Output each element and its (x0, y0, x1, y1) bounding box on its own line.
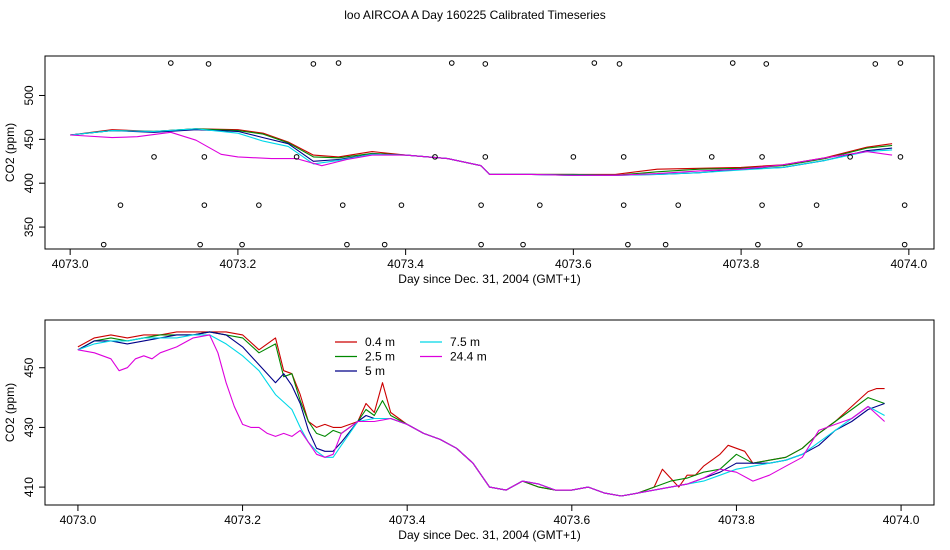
data-point (482, 61, 489, 67)
bottom-panel: 4073.0 4073.2 4073.4 4073.6 4073.8 4074.0 410 4… (3, 319, 935, 542)
y-axis-label: CO2 (ppm) (3, 383, 17, 442)
chart-title: loo AIRCOA A Day 160225 Calibrated Times… (344, 8, 606, 22)
data-point (570, 154, 577, 160)
data-point (620, 154, 627, 160)
data-point (616, 61, 623, 67)
legend-label: 0.4 m (365, 335, 395, 349)
top-panel: 4073.0 4073.2 4073.4 4073.6 4073.8 4074.0 350 4… (3, 55, 935, 286)
y-tick-label: 410 (22, 477, 36, 497)
x-tick-label: 4073.2 (220, 257, 257, 271)
legend-label: 7.5 m (450, 335, 480, 349)
series-line-7-5-m (70, 128, 893, 176)
series-group (77, 331, 885, 497)
data-point (335, 60, 342, 66)
series-group (70, 60, 908, 248)
data-point (847, 154, 853, 160)
data-point (872, 61, 879, 67)
x-tick-label: 4073.8 (718, 513, 755, 527)
x-tick-label: 4073.0 (60, 513, 97, 527)
data-point (197, 241, 203, 248)
data-point (625, 241, 631, 248)
data-point (201, 154, 208, 160)
x-tick-label: 4073.6 (553, 513, 590, 527)
x-tick-label: 4073.8 (723, 257, 760, 271)
data-point (432, 154, 438, 160)
data-point (763, 61, 770, 67)
data-point (151, 154, 157, 160)
data-point (759, 202, 765, 208)
data-point (310, 61, 317, 67)
data-point (256, 202, 262, 208)
data-point (239, 241, 245, 248)
y-tick-label: 500 (22, 85, 36, 105)
data-point (520, 241, 526, 248)
y-tick-label: 430 (22, 417, 36, 437)
series-line-24-4-m (70, 131, 893, 176)
plot-frame (44, 319, 935, 506)
x-tick-label: 4073.6 (555, 257, 592, 271)
x-axis-label: Day since Dec. 31, 2004 (GMT+1) (398, 272, 580, 286)
data-point (797, 241, 803, 248)
data-point (482, 154, 489, 160)
y-tick-label: 400 (22, 173, 36, 193)
y-axis-label: CO2 (ppm) (3, 123, 17, 182)
data-point (759, 154, 765, 160)
data-point (729, 60, 736, 66)
data-point (205, 61, 212, 67)
data-point (901, 202, 908, 208)
data-point (100, 241, 107, 248)
plot-frame (44, 55, 935, 250)
data-point (339, 202, 346, 208)
data-point (591, 60, 598, 66)
data-point (901, 241, 908, 248)
data-point (708, 154, 715, 160)
data-point (662, 241, 669, 248)
x-tick-label: 4074.0 (883, 513, 920, 527)
data-point (620, 202, 627, 208)
data-point (897, 60, 904, 66)
data-point (478, 241, 484, 248)
data-point (755, 241, 761, 248)
data-point (448, 60, 455, 66)
series-line-24-4-m (77, 334, 885, 497)
data-point (293, 154, 300, 160)
y-tick-label: 450 (22, 357, 36, 377)
data-point (813, 202, 820, 208)
data-point (201, 202, 208, 208)
legend-label: 5 m (365, 364, 385, 378)
y-tick-label: 350 (22, 217, 36, 237)
data-point (478, 202, 484, 208)
x-tick-label: 4073.4 (387, 257, 424, 271)
x-tick-label: 4074.0 (890, 257, 927, 271)
legend: 0.4 m2.5 m5 m 7.5 m24.4 m (335, 335, 487, 378)
data-point (381, 241, 388, 248)
data-point (117, 202, 124, 208)
y-tick-label: 450 (22, 129, 36, 149)
x-tick-label: 4073.0 (52, 257, 89, 271)
x-axis-label: Day since Dec. 31, 2004 (GMT+1) (398, 528, 580, 542)
x-tick-label: 4073.2 (224, 513, 261, 527)
data-point (897, 154, 904, 160)
data-point (398, 202, 405, 208)
data-point (168, 60, 174, 66)
x-tick-label: 4073.4 (389, 513, 426, 527)
legend-label: 2.5 m (365, 350, 395, 364)
data-point (537, 202, 543, 208)
data-point (344, 241, 350, 248)
legend-label: 24.4 m (450, 350, 487, 364)
data-point (675, 202, 682, 208)
